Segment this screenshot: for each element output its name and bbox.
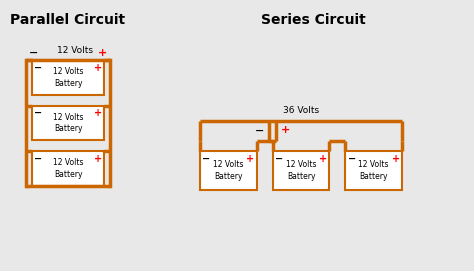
Text: 12 Volts
Battery: 12 Volts Battery (53, 158, 83, 179)
Text: +: + (94, 108, 102, 118)
Text: 12 Volts
Battery: 12 Volts Battery (286, 160, 316, 181)
Text: +: + (246, 154, 255, 164)
FancyBboxPatch shape (32, 60, 104, 95)
Text: 12 Volts: 12 Volts (57, 46, 93, 55)
Text: 12 Volts
Battery: 12 Volts Battery (53, 67, 83, 88)
FancyBboxPatch shape (200, 151, 257, 190)
FancyBboxPatch shape (32, 151, 104, 186)
Text: −: − (34, 154, 42, 164)
Text: +: + (94, 63, 102, 73)
Text: +: + (281, 125, 290, 136)
Text: 12 Volts
Battery: 12 Volts Battery (213, 160, 244, 181)
Text: +: + (94, 154, 102, 164)
Text: −: − (34, 108, 42, 118)
FancyBboxPatch shape (32, 106, 104, 140)
Text: −: − (275, 154, 283, 164)
Text: +: + (98, 48, 108, 58)
Text: −: − (28, 48, 38, 58)
Text: −: − (347, 154, 356, 164)
Text: −: − (202, 154, 210, 164)
Text: 12 Volts
Battery: 12 Volts Battery (53, 112, 83, 133)
FancyBboxPatch shape (273, 151, 329, 190)
Text: 36 Volts: 36 Volts (283, 107, 319, 115)
Text: −: − (255, 125, 264, 136)
Text: +: + (319, 154, 327, 164)
Text: Series Circuit: Series Circuit (261, 13, 366, 27)
Text: Parallel Circuit: Parallel Circuit (10, 13, 126, 27)
Text: +: + (392, 154, 400, 164)
Text: 12 Volts
Battery: 12 Volts Battery (358, 160, 389, 181)
FancyBboxPatch shape (346, 151, 402, 190)
Text: −: − (34, 63, 42, 73)
